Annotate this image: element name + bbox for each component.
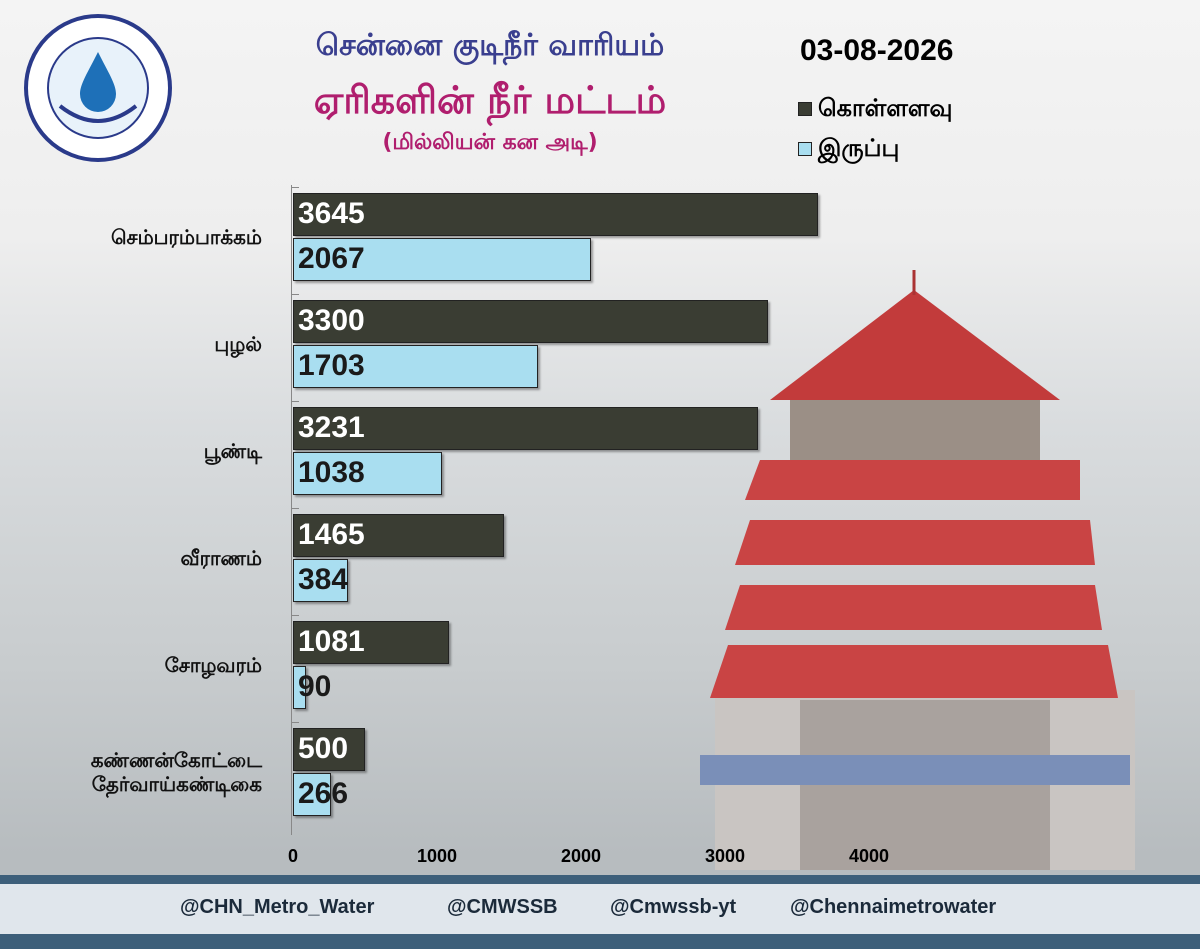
bar: [293, 193, 818, 236]
social-handle[interactable]: @Chennaimetrowater: [790, 896, 997, 918]
chart-title: ஏரிகளின் நீர் மட்டம்: [313, 78, 667, 122]
bar: [293, 666, 306, 709]
category-label: வீராணம்: [180, 546, 262, 570]
legend-item: இருப்பு: [798, 134, 899, 165]
tower: [700, 270, 1135, 870]
x-tick-label: 4000: [848, 846, 890, 866]
separator: [291, 187, 299, 188]
value-label: 1703: [298, 349, 365, 382]
bar: [293, 621, 449, 664]
legend-item: கொள்ளளவு: [798, 94, 953, 125]
x-tick-label: 3000: [704, 846, 746, 866]
value-label: 1081: [298, 625, 365, 658]
bar: [293, 559, 349, 602]
x-tick-label: 1000: [416, 846, 458, 866]
legend-label: கொள்ளளவு: [818, 94, 953, 122]
separator: [291, 722, 299, 723]
value-label: 3231: [298, 411, 365, 444]
value-label: 1038: [298, 456, 365, 489]
value-label: 500: [298, 732, 349, 765]
category-label: செம்பரம்பாக்கம்: [110, 225, 262, 249]
date: 03-08-2026: [800, 34, 954, 67]
legend-label: இருப்பு: [818, 134, 900, 162]
bar: [293, 728, 365, 771]
social-handle[interactable]: @CMWSSB: [447, 896, 558, 918]
separator: [291, 615, 299, 616]
category-label: சோழவரம்: [164, 653, 262, 677]
x-tick-label: 0: [287, 846, 298, 866]
category-label: பூண்டி: [203, 439, 262, 463]
bar: [293, 407, 759, 450]
bar: [293, 452, 443, 495]
x-tick-label: 2000: [560, 846, 602, 866]
legend-swatch: [798, 102, 812, 116]
value-label: 1465: [298, 518, 365, 551]
category-label: புழல்: [214, 332, 262, 356]
separator: [291, 294, 299, 295]
social-handle[interactable]: @Cmwssb-yt: [610, 896, 737, 918]
bar: [293, 773, 332, 816]
bar: [293, 300, 769, 343]
separator: [291, 401, 299, 402]
bar: [293, 514, 504, 557]
value-label: 2067: [298, 242, 365, 275]
chart-subtitle: (மில்லியன் கன அடி): [382, 130, 598, 155]
value-label: 266: [298, 777, 349, 810]
value-label: 384: [298, 563, 349, 596]
social-handle[interactable]: @CHN_Metro_Water: [180, 896, 375, 918]
legend-swatch: [798, 142, 812, 156]
category-label: கண்ணன்கோட்டை தேர்வாய்கண்டிகை: [90, 748, 262, 796]
separator: [291, 508, 299, 509]
org-title: சென்னை குடிநீர் வாரியம்: [315, 28, 665, 63]
y-axis-line: [291, 185, 292, 835]
value-label: 3300: [298, 304, 365, 337]
value-label: 3645: [298, 197, 365, 230]
bar: [293, 238, 591, 281]
value-label: 90: [298, 670, 332, 703]
bar: [293, 345, 539, 388]
